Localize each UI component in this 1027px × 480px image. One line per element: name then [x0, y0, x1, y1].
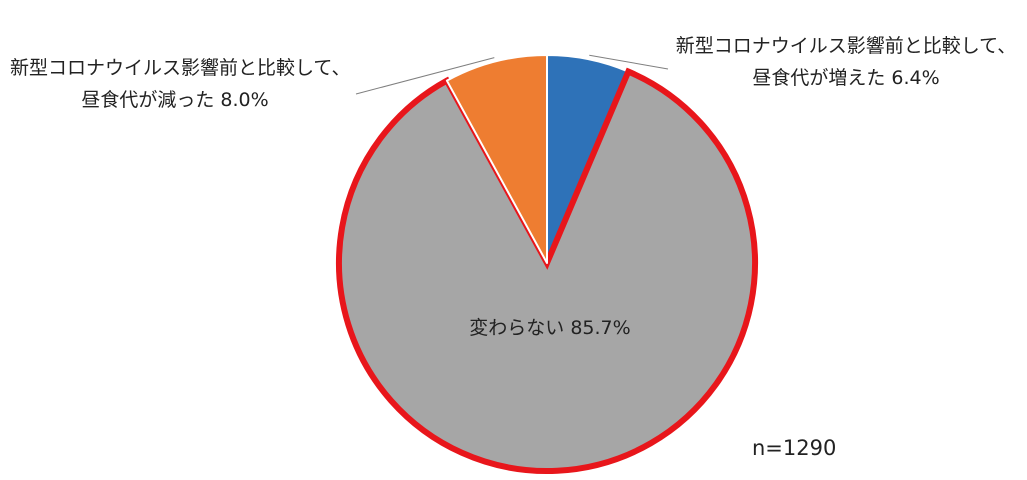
pie-slice-decreased	[445, 54, 548, 264]
leader-line-increased	[589, 54, 669, 70]
leader-line-decreased	[355, 57, 495, 95]
slice-label-increased: 新型コロナウイルス影響前と比較して、 昼食代が増えた 6.4%	[668, 30, 1024, 94]
slice-label-decreased-line2: 昼食代が減った 8.0%	[81, 89, 269, 111]
slice-label-unchanged: 変わらない 85.7%	[430, 312, 670, 344]
sample-size-note: n=1290	[752, 436, 837, 460]
slice-label-increased-line1: 新型コロナウイルス影響前と比較して、	[675, 35, 1017, 57]
slice-label-unchanged-line1: 変わらない 85.7%	[469, 317, 631, 339]
slice-label-decreased-line1: 新型コロナウイルス影響前と比較して、	[10, 57, 351, 79]
slice-label-decreased: 新型コロナウイルス影響前と比較して、 昼食代が減った 8.0%	[10, 52, 351, 116]
pie-slice-unchanged-highlight-outline	[336, 67, 758, 474]
slice-label-increased-line2: 昼食代が増えた 6.4%	[752, 67, 940, 89]
